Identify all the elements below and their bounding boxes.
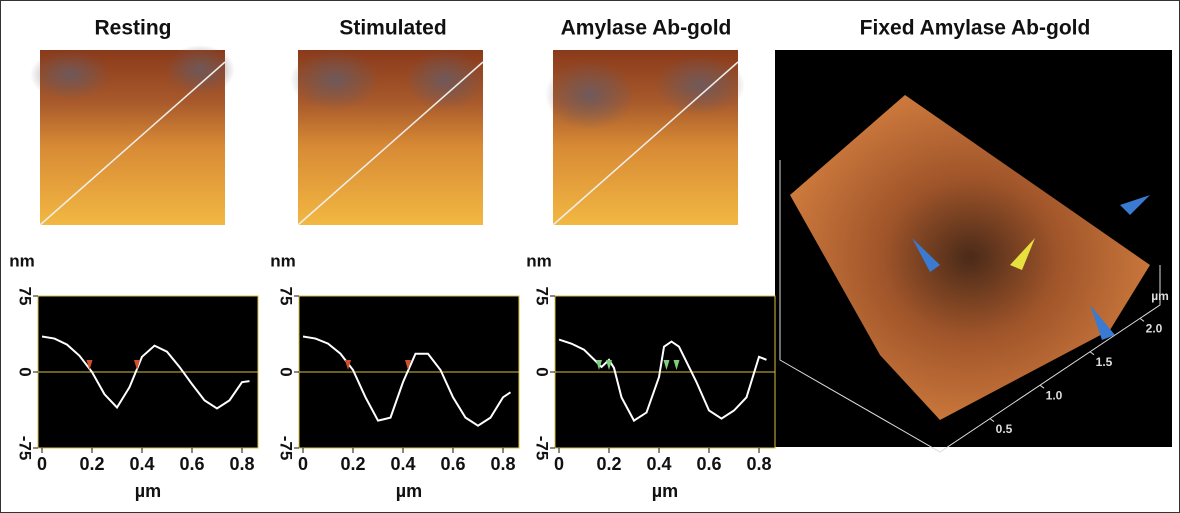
x-tick-label: 0.6 — [179, 454, 204, 474]
afm-shade — [165, 45, 235, 95]
x-tick-label: 0.8 — [746, 454, 771, 474]
y-tick-label: -75 — [16, 436, 35, 461]
x-axis-label: µm — [396, 481, 422, 501]
afm-shade — [30, 50, 110, 100]
x-tick-label: 0.2 — [596, 454, 621, 474]
y-tick-label: 75 — [16, 287, 35, 306]
y-axis-label: nm — [9, 251, 35, 270]
x-tick-label: 0.4 — [390, 454, 415, 474]
x-axis-label: µm — [1151, 289, 1169, 303]
afm-shade — [655, 55, 745, 115]
x-tick-label: 0.5 — [996, 422, 1013, 436]
x-tick-label: 0.6 — [440, 454, 465, 474]
x-tick-label: 0.2 — [340, 454, 365, 474]
x-tick-label: 0.4 — [129, 454, 154, 474]
x-tick-label: 1.0 — [1046, 388, 1063, 402]
x-tick-label: 0.2 — [79, 454, 104, 474]
afm-shade — [290, 50, 380, 110]
x-tick-label: 0 — [37, 454, 47, 474]
y-tick-label: 75 — [277, 287, 296, 306]
x-tick-label: 0 — [554, 454, 564, 474]
x-axis-label: µm — [135, 481, 161, 501]
x-tick-label: 0.4 — [646, 454, 671, 474]
x-axis-label: µm — [652, 481, 678, 501]
panel-title: Stimulated — [339, 17, 446, 40]
panel-title: Amylase Ab-gold — [561, 17, 732, 40]
y-tick-label: 75 — [533, 287, 552, 306]
afm-shade — [405, 50, 485, 110]
x-tick-label: 0.6 — [696, 454, 721, 474]
afm-images — [30, 45, 745, 225]
x-tick-label: 0 — [298, 454, 308, 474]
y-tick-label: 0 — [533, 367, 552, 376]
panel-title: Fixed Amylase Ab-gold — [860, 17, 1091, 40]
y-tick-label: 0 — [277, 367, 296, 376]
y-axis-label: nm — [526, 251, 552, 270]
panel-title: Resting — [94, 17, 171, 40]
x-tick-label: 0.8 — [229, 454, 254, 474]
y-tick-label: 0 — [16, 367, 35, 376]
x-tick-label: 0.8 — [490, 454, 515, 474]
x-tick-label: 1.5 — [1096, 355, 1113, 369]
x-tick-label: 2.0 — [1146, 322, 1163, 336]
y-axis-label: nm — [270, 251, 296, 270]
y-tick-label: -75 — [533, 436, 552, 461]
figure: Resting-75075nm00.20.40.60.8µmStimulated… — [0, 0, 1180, 513]
afm-shade — [545, 60, 635, 130]
surface-panel — [775, 50, 1172, 452]
y-tick-label: -75 — [277, 436, 296, 461]
